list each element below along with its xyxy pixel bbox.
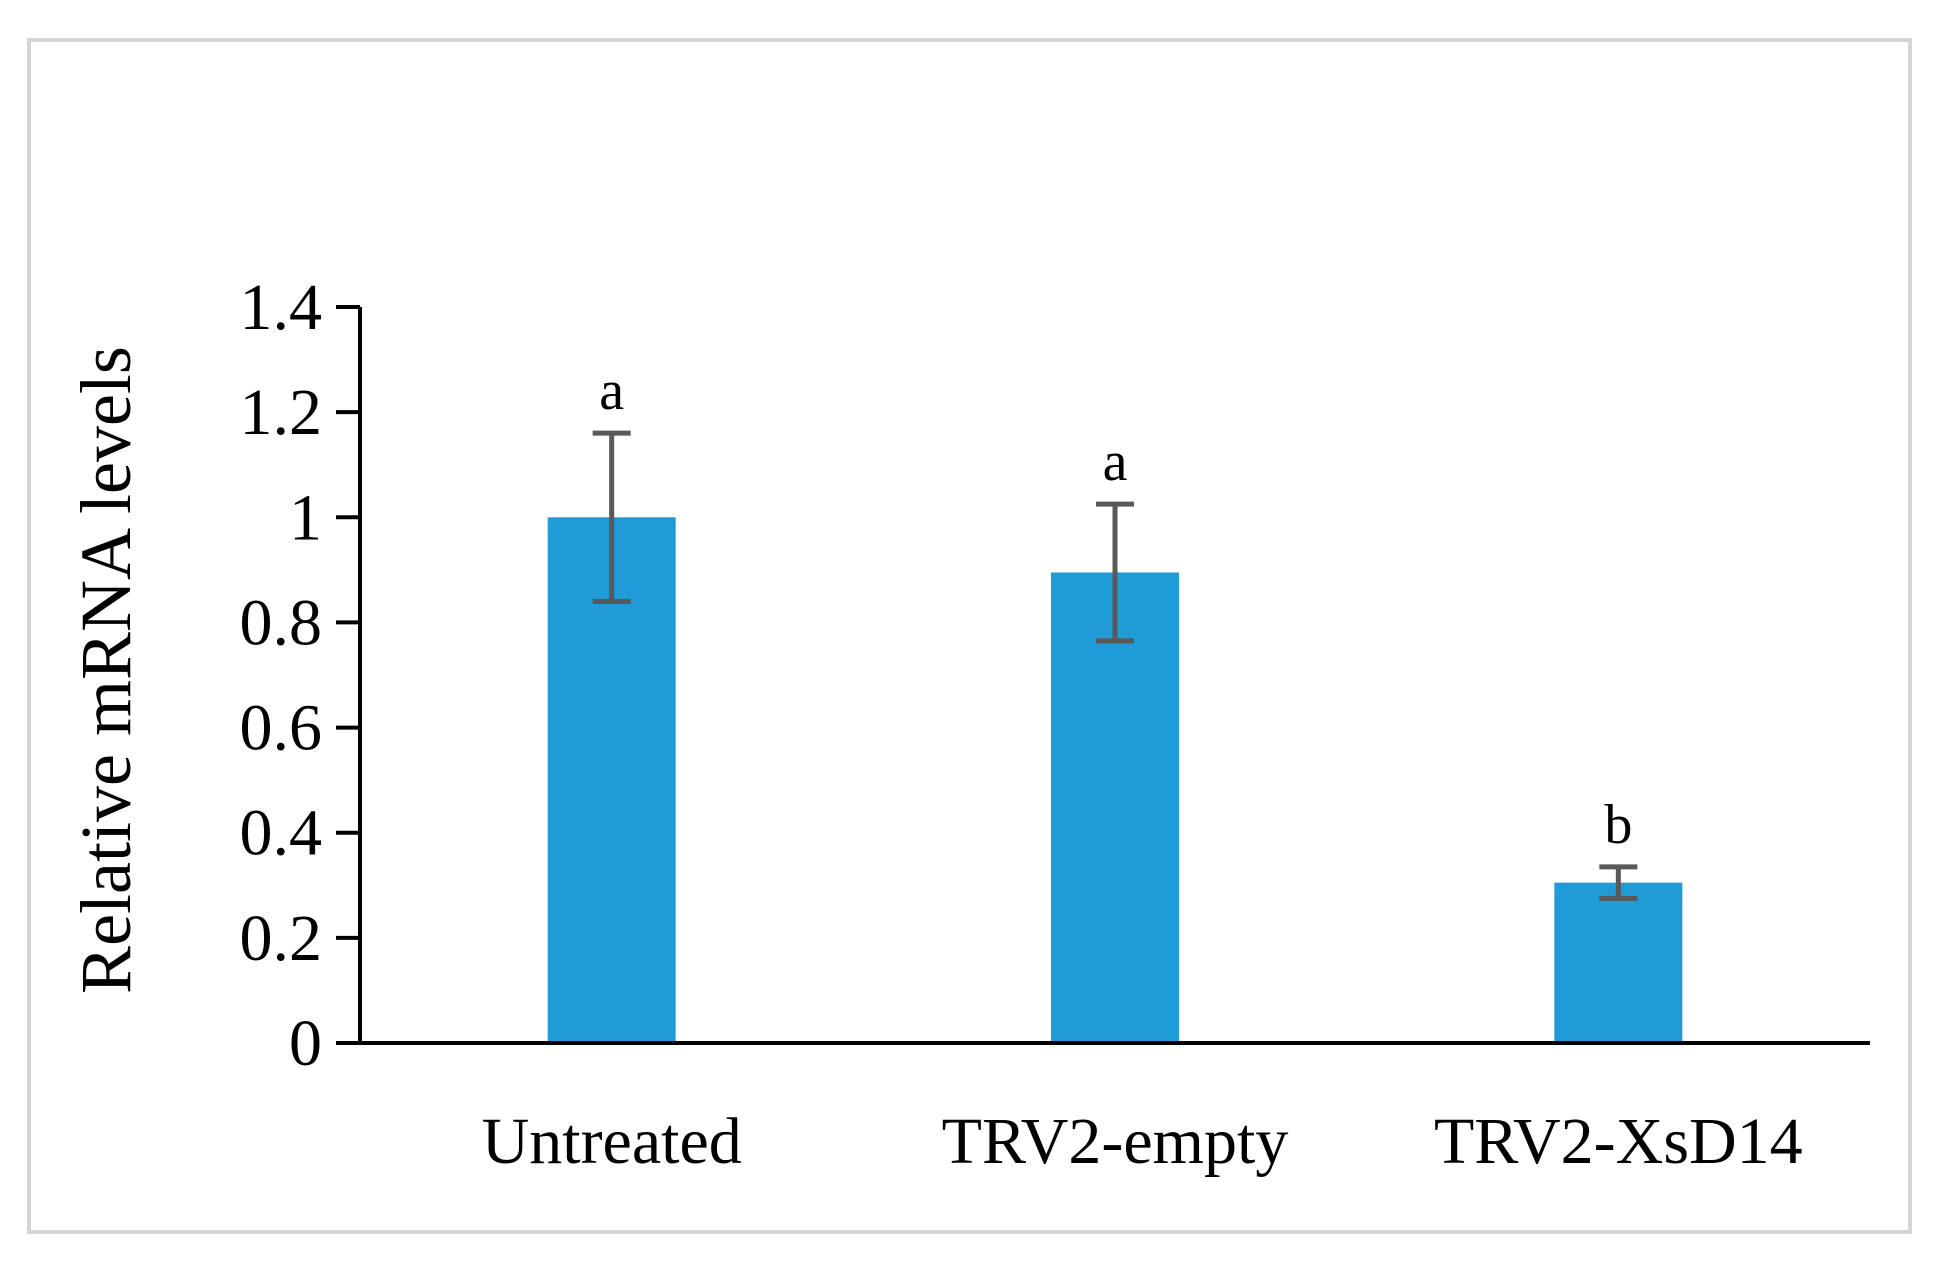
bar bbox=[1554, 882, 1683, 1041]
y-tick-label: 1.4 bbox=[240, 271, 323, 344]
y-tick-label: 0 bbox=[289, 1007, 322, 1080]
y-tick-label: 0.6 bbox=[240, 692, 323, 765]
category-label: TRV2-XsD14 bbox=[1434, 1105, 1803, 1178]
significance-label: b bbox=[1604, 794, 1632, 856]
significance-labels: a a b bbox=[599, 360, 1632, 856]
category-label: Untreated bbox=[482, 1105, 742, 1178]
y-tick-label: 0.2 bbox=[240, 902, 323, 975]
axes bbox=[336, 307, 1870, 1045]
bar bbox=[547, 517, 676, 1041]
y-tick-label: 1 bbox=[289, 481, 322, 554]
category-labels: Untreated TRV2-empty TRV2-XsD14 bbox=[482, 1105, 1803, 1178]
y-ticks: 0 0.2 0.4 0.6 0.8 1 1.2 1.4 bbox=[240, 271, 360, 1080]
bars bbox=[547, 517, 1683, 1041]
category-label: TRV2-empty bbox=[942, 1105, 1289, 1178]
significance-label: a bbox=[599, 360, 624, 422]
y-tick-label: 1.2 bbox=[240, 376, 323, 449]
error-bars bbox=[592, 430, 1638, 901]
bar bbox=[1051, 572, 1179, 1041]
y-axis-title: Relative mRNA levels bbox=[66, 346, 146, 994]
significance-label: a bbox=[1103, 431, 1128, 493]
y-tick-label: 0.8 bbox=[240, 586, 323, 659]
y-tick-label: 0.4 bbox=[240, 797, 323, 870]
